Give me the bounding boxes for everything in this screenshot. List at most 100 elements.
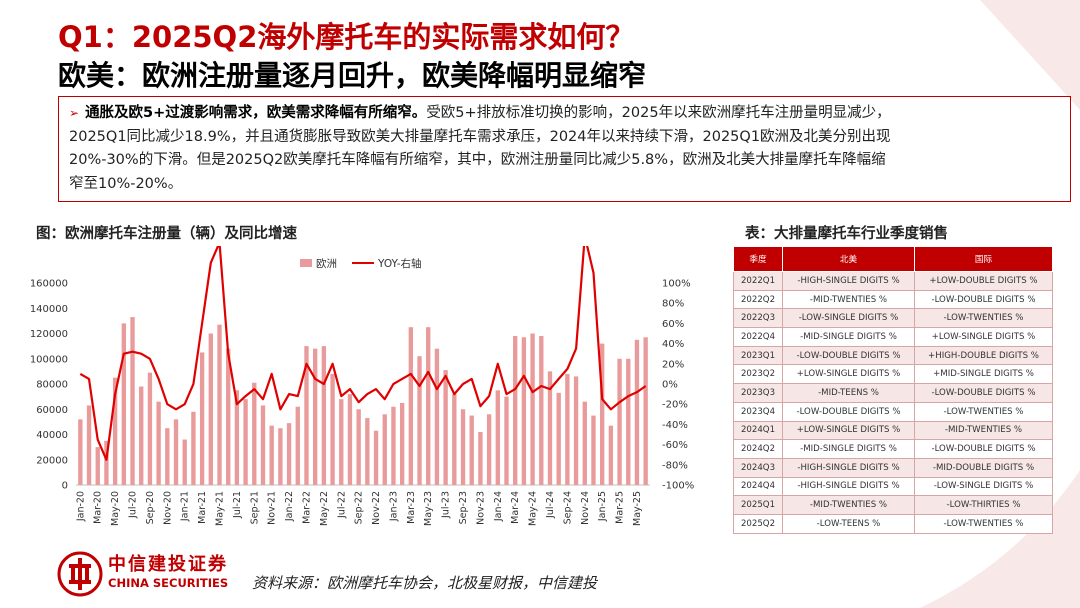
bar-May-21 [217,324,222,485]
x-tick-label: Jan-21 [180,491,191,522]
table-title: 表：大排量摩托车行业季度销售 [745,226,948,242]
x-tick-label: Mar-24 [510,491,521,524]
x-tick-label: May-21 [215,491,226,526]
bar-Apr-21 [208,333,213,485]
table-row: 2024Q1 +LOW-SINGLE DIGITS % -MID-TWENTIES … [733,420,1053,441]
bar-Jan-22 [286,423,292,485]
international-cell: -LOW-TWENTIES % [914,513,1053,534]
y-left-tick-label: 40000 [36,430,68,441]
bar-Aug-21 [243,399,248,485]
north-america-cell: -LOW-SINGLE DIGITS % [782,308,915,329]
x-tick-label: Mar-23 [406,491,417,524]
bar-Oct-20 [156,401,161,485]
bar-Apr-24 [521,337,527,485]
north-america-cell: -MID-SINGLE DIGITS % [782,439,915,459]
bar-Apr-23 [417,356,422,485]
x-tick-label: Sep-24 [562,491,573,524]
bar-Apr-20 [104,440,109,485]
north-america-cell: +LOW-SINGLE DIGITS % [782,420,915,441]
bar-Nov-21 [269,425,274,485]
bar-Sep-24 [565,373,570,485]
bar-Aug-24 [556,392,561,485]
bar-Jan-23 [391,406,396,485]
table-row: 2023Q3 -MID-TEENS % -LOW-DOUBLE DIGITS % [733,383,1053,403]
x-tick-label: May-25 [632,491,643,526]
bar-Sep-23 [460,409,466,485]
table-header-international: 国际 [914,246,1053,272]
north-america-cell: -HIGH-SINGLE DIGITS % [782,271,915,291]
bar-Aug-22 [347,394,353,485]
bar-Oct-23 [469,415,474,485]
bar-Mar-20 [95,447,100,485]
x-tick-label: Mar-20 [93,491,104,524]
y-right-tick-label: 20% [662,359,684,370]
bar-May-23 [426,327,431,485]
china-securities-logo [57,551,103,597]
table-row: 2023Q1 -LOW-DOUBLE DIGITS % +HIGH-DOUBLE D… [733,345,1053,366]
table-row: 2024Q2 -MID-SINGLE DIGITS % -LOW-DOUBLE DI… [733,439,1053,459]
y-right-tick-label: 80% [662,299,684,310]
chart-title: 图：欧洲摩托车注册量（辆）及同比增速 [36,226,297,242]
north-america-cell: -MID-TEENS % [782,383,915,403]
quarter-cell: 2022Q1 [733,271,783,291]
north-america-cell: -LOW-DOUBLE DIGITS % [782,345,915,366]
x-tick-label: Jan-20 [75,491,86,522]
international-cell: +LOW-DOUBLE DIGITS % [914,271,1053,291]
x-tick-label: May-22 [319,491,330,526]
bar-Nov-23 [478,431,483,485]
bar-May-20 [112,377,118,485]
quarter-cell: 2023Q1 [733,345,783,366]
bar-Mar-21 [199,352,205,485]
bar-Sep-21 [252,382,257,485]
x-tick-label: Mar-25 [615,491,626,524]
table-row: 2024Q3 -HIGH-SINGLE DIGITS % -MID-DOUBLE D… [733,457,1053,478]
table-row: 2022Q1 -HIGH-SINGLE DIGITS % +LOW-DOUBLE D… [733,271,1053,291]
bar-Feb-23 [399,402,405,485]
y-left-tick-label: 20000 [36,455,68,466]
international-cell: -LOW-TWENTIES % [914,308,1053,329]
y-left-tick-label: 100000 [30,354,68,365]
bar-Oct-24 [573,376,579,485]
y-right-tick-label: 0% [662,380,678,391]
x-tick-label: Nov-21 [267,491,278,525]
quarter-cell: 2023Q2 [733,364,783,385]
international-cell: +LOW-SINGLE DIGITS % [914,327,1053,347]
x-tick-label: May-24 [528,491,539,526]
bar-Dec-24 [591,415,596,485]
table-row: 2022Q3 -LOW-SINGLE DIGITS % -LOW-TWENTIES … [733,308,1053,329]
legend-label-bar: 欧洲 [316,258,337,270]
quarter-cell: 2023Q4 [733,401,783,422]
table-row: 2025Q2 -LOW-TEENS % -LOW-TWENTIES % [733,513,1053,534]
x-tick-label: May-20 [110,491,121,526]
legend-label-line: YOY-右轴 [377,257,422,270]
bar-Mar-23 [408,327,414,485]
bar-Jan-21 [182,439,187,485]
x-tick-label: Nov-22 [371,491,382,525]
north-america-cell: -MID-TWENTIES % [782,495,915,515]
bar-Mar-22 [304,346,309,485]
sales-table: 季度 北美 国际 2022Q1 -HIGH-SINGLE DIGITS % +LOW… [733,246,1053,534]
x-tick-label: Jul-23 [441,491,452,519]
y-left-tick-label: 120000 [30,329,68,340]
bar-Nov-22 [373,430,379,485]
x-tick-label: Sep-20 [145,491,156,524]
x-tick-label: Jul-22 [336,491,347,519]
x-tick-label: Jul-21 [232,491,243,519]
bar-Feb-24 [504,396,509,485]
source-note: 资料来源：欧洲摩托车协会，北极星财报，中信建投 [252,574,598,592]
international-cell: -LOW-DOUBLE DIGITS % [914,439,1053,459]
bar-Jun-23 [434,348,440,485]
bar-May-25 [634,339,640,485]
y-left-tick-label: 140000 [30,304,68,315]
bar-Jul-20 [130,317,135,485]
bar-Apr-22 [312,348,318,485]
bar-Sep-22 [356,409,361,485]
bar-Aug-23 [452,394,457,485]
x-tick-label: Mar-21 [197,491,208,524]
quarter-cell: 2024Q3 [733,457,783,478]
international-cell: -LOW-DOUBLE DIGITS % [914,289,1053,310]
north-america-cell: -MID-SINGLE DIGITS % [782,327,915,347]
north-america-cell: -HIGH-SINGLE DIGITS % [782,457,915,478]
bar-Feb-20 [86,405,92,485]
legend-swatch-bar [300,259,312,267]
